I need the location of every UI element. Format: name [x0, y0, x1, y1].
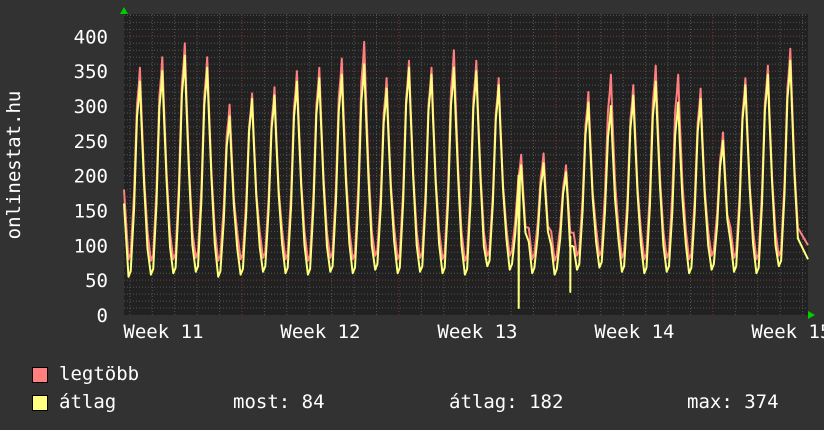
- legend-label-max: legtöbb: [59, 363, 140, 385]
- legend-swatch-max: [32, 367, 48, 383]
- y-axis-arrow-icon: [120, 7, 128, 14]
- y-tick-label: 200: [74, 166, 108, 188]
- chart: 0 50 100 150 200 250 300 350 400 Week 11 Week 12 We…: [3, 7, 824, 343]
- legend-current: most: 84: [233, 391, 325, 413]
- legend-average: átlag: 182: [449, 391, 564, 413]
- y-tick-label: 400: [74, 26, 108, 48]
- x-tick-label: Week 14: [594, 321, 674, 343]
- y-tick-label: 50: [85, 270, 108, 292]
- y-tick-label: 300: [74, 96, 108, 118]
- y-axis-label: onlinestat.hu: [3, 91, 25, 240]
- x-tick-label: Week 15: [751, 321, 824, 343]
- y-tick-label: 0: [97, 305, 108, 327]
- x-tick-label: Week 12: [280, 321, 360, 343]
- series-line-avg: [123, 54, 809, 309]
- legend-swatch-avg: [32, 395, 48, 411]
- y-tick-label: 100: [74, 235, 108, 257]
- y-tick-label: 150: [74, 200, 108, 222]
- x-tick-label: Week 11: [123, 321, 203, 343]
- y-tick-label: 250: [74, 131, 108, 153]
- x-tick-label: Week 13: [437, 321, 517, 343]
- y-tick-label: 350: [74, 61, 108, 83]
- series-line-max: [123, 40, 809, 262]
- legend-label-avg: átlag: [59, 391, 117, 413]
- legend-max: max: 374: [687, 391, 779, 413]
- x-axis-arrow-icon: [808, 311, 815, 319]
